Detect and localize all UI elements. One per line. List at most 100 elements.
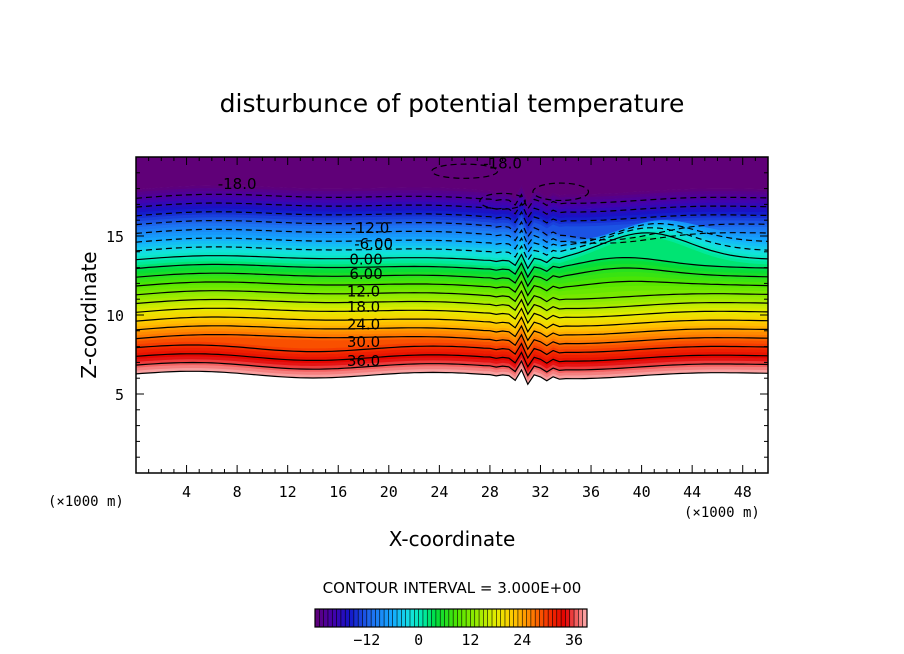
colorbar-swatch <box>375 609 381 627</box>
x-tick-label: 40 <box>633 483 651 501</box>
colorbar-swatch <box>530 609 536 627</box>
colorbar-swatch <box>556 609 562 627</box>
colorbar-swatch <box>327 609 333 627</box>
contour-labels: -18.0 -18.0 -12.0-6.000.006.0012.018.024.0… <box>218 154 522 370</box>
colorbar-swatch <box>543 609 549 627</box>
colorbar-swatch <box>401 609 407 627</box>
colorbar-swatch <box>474 609 480 627</box>
colorbar-swatch <box>504 609 510 627</box>
colorbar-swatch <box>392 609 398 627</box>
contour-line <box>136 368 768 386</box>
x-tick-label: 12 <box>279 483 297 501</box>
colorbar-swatch <box>332 609 337 627</box>
colorbar-swatch <box>461 609 467 627</box>
colorbar-tick-label: −12 <box>353 631 380 649</box>
colorbar-ticks: −12 0 12 24 36 <box>353 631 583 649</box>
x-tick-label: 4 <box>182 483 191 501</box>
colorbar-swatch <box>539 609 545 627</box>
colorbar-swatch <box>552 609 558 627</box>
colorbar-swatch <box>500 609 506 627</box>
colorbar-swatch <box>371 609 376 627</box>
contour-lines <box>136 163 768 386</box>
colorbar-swatch <box>448 609 454 627</box>
colorbar <box>314 608 588 628</box>
x-tick-label: 36 <box>582 483 600 501</box>
colorbar-swatch <box>353 609 359 627</box>
colorbar-swatch <box>319 609 325 627</box>
colorbar-swatch <box>440 609 445 627</box>
contour-label: -6.00 <box>354 235 393 253</box>
x-tick-label: 48 <box>734 483 752 501</box>
colorbar-frame <box>314 608 588 628</box>
colorbar-swatch <box>526 609 532 627</box>
colorbar-swatch <box>418 609 424 627</box>
colorbar-swatch <box>444 609 450 627</box>
colorbar-swatch <box>414 609 420 627</box>
colorbar-swatch <box>366 609 372 627</box>
contour-label: -18.0 <box>483 154 522 172</box>
colorbar-swatch <box>405 609 411 627</box>
colorbar-swatch <box>427 609 432 627</box>
x-tick-label: 16 <box>329 483 347 501</box>
contour-line <box>136 232 768 270</box>
x-tick-label: 24 <box>430 483 448 501</box>
x-unit-label-right: (×1000 m) <box>684 505 760 521</box>
x-tick-label: 44 <box>683 483 701 501</box>
y-tick-label: 5 <box>115 386 124 404</box>
contour-line <box>136 324 768 342</box>
x-tick-label: 20 <box>380 483 398 501</box>
colorbar-swatch <box>509 609 515 627</box>
colorbar-swatch <box>535 609 540 627</box>
colorbar-swatch <box>582 609 588 627</box>
contour-line <box>136 359 768 377</box>
contour-label: 18.0 <box>347 298 380 316</box>
contour-line <box>136 307 768 325</box>
contour-label: -12.0 <box>350 219 389 237</box>
contour-line <box>136 223 768 254</box>
contour-label: 12.0 <box>347 282 380 300</box>
colorbar-swatch <box>379 609 385 627</box>
contour-label: -18.0 <box>218 175 257 193</box>
colorbar-swatch <box>315 609 320 627</box>
chart-title: disturbunce of potential temperature <box>220 89 685 118</box>
colorbar-tick-label: 36 <box>565 631 583 649</box>
colorbar-swatch <box>513 609 519 627</box>
colorbar-swatch <box>397 609 402 627</box>
colorbar-swatch <box>435 609 441 627</box>
colorbar-swatch <box>578 609 584 627</box>
contour-line <box>136 210 768 228</box>
colorbar-swatch <box>496 609 502 627</box>
x-tick-label: 28 <box>481 483 499 501</box>
contour-label: 30.0 <box>347 333 380 351</box>
contour-loop <box>431 163 499 179</box>
contour-line <box>136 280 768 297</box>
colorbar-swatch <box>345 609 350 627</box>
x-unit-label-left: (×1000 m) <box>48 494 124 510</box>
colorbar-tick-label: 24 <box>513 631 531 649</box>
x-axis-ticks: 4 8 12 16 20 24 28 32 36 40 44 48 <box>148 157 756 501</box>
colorbar-swatch <box>388 609 394 627</box>
colorbar-swatch <box>323 609 329 627</box>
colorbar-swatch <box>457 609 463 627</box>
colorbar-swatch <box>569 609 575 627</box>
contour-line <box>136 333 768 351</box>
colorbar-swatch <box>522 609 527 627</box>
x-axis-label: X-coordinate <box>389 527 516 551</box>
colorbar-swatch <box>453 609 458 627</box>
colorbar-tick-label: 12 <box>461 631 479 649</box>
colorbar-swatch <box>362 609 368 627</box>
y-tick-label: 10 <box>106 307 124 325</box>
colorbar-tick-label: 0 <box>414 631 423 649</box>
x-tick-label: 32 <box>531 483 549 501</box>
colorbar-swatch <box>340 609 346 627</box>
colorbar-swatch <box>349 609 355 627</box>
contour-line <box>136 227 768 262</box>
colorbar-swatch <box>479 609 484 627</box>
contour-line <box>136 228 768 247</box>
contour-line <box>136 201 768 219</box>
contour-label: 36.0 <box>347 352 380 370</box>
contour-line <box>136 289 768 307</box>
colorbar-swatch <box>470 609 476 627</box>
contour-line <box>136 220 768 241</box>
